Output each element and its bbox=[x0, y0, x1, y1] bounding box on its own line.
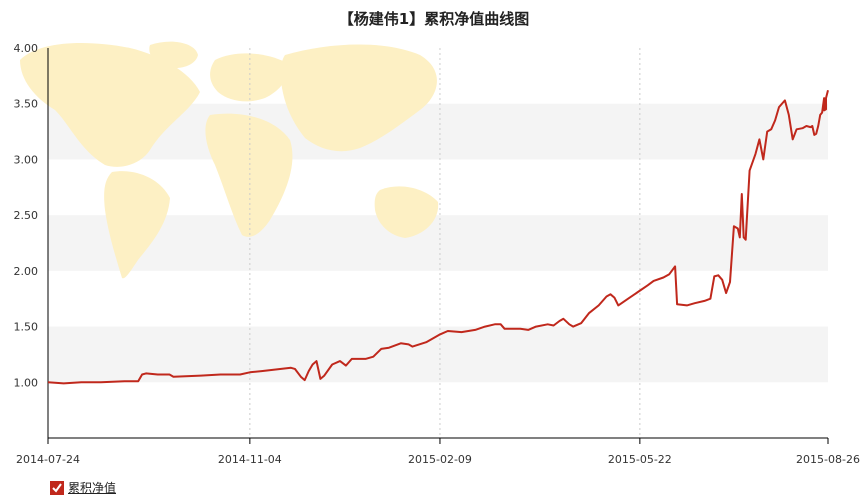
x-tick-labels: 2014-07-24 2014-11-04 2015-02-09 2015-05-22… bbox=[16, 453, 860, 466]
y-tick-label: 4.00 bbox=[14, 42, 39, 55]
checkmark-icon bbox=[52, 482, 62, 493]
north-america-shape bbox=[20, 43, 200, 167]
x-tick-label: 2015-02-09 bbox=[408, 453, 472, 466]
plot-bands bbox=[48, 103, 828, 383]
legend-label[interactable]: 累积净值 bbox=[68, 481, 117, 495]
x-tick-label: 2014-11-04 bbox=[218, 453, 282, 466]
grid-band bbox=[48, 215, 828, 271]
x-tick-label: 2015-08-26 bbox=[796, 453, 860, 466]
legend-checkbox[interactable] bbox=[50, 480, 64, 495]
y-tick-label: 1.50 bbox=[14, 321, 39, 334]
chart-title: 【杨建伟1】累积净值曲线图 bbox=[338, 10, 530, 28]
y-tick-label: 2.50 bbox=[14, 209, 39, 222]
y-tick-label: 2.00 bbox=[14, 265, 39, 278]
asia-shape bbox=[280, 44, 437, 152]
africa-shape bbox=[205, 113, 293, 237]
legend[interactable]: 累积净值 bbox=[50, 479, 116, 496]
world-map-watermark bbox=[20, 41, 439, 279]
axes bbox=[47, 48, 828, 439]
y-tick-labels: 1.00 1.50 2.00 2.50 3.00 3.50 4.00 bbox=[14, 42, 39, 389]
south-america-shape bbox=[104, 171, 170, 279]
greenland-shape bbox=[149, 41, 198, 69]
y-tick-label: 3.50 bbox=[14, 98, 39, 111]
europe-shape bbox=[210, 53, 288, 102]
australia-shape bbox=[374, 186, 439, 238]
x-tick-label: 2015-05-22 bbox=[608, 453, 672, 466]
y-tick-label: 3.00 bbox=[14, 153, 39, 166]
y-tick-label: 1.00 bbox=[14, 376, 39, 389]
x-tick-label: 2014-07-24 bbox=[16, 453, 80, 466]
series-line-accumulated-nav bbox=[47, 90, 829, 385]
